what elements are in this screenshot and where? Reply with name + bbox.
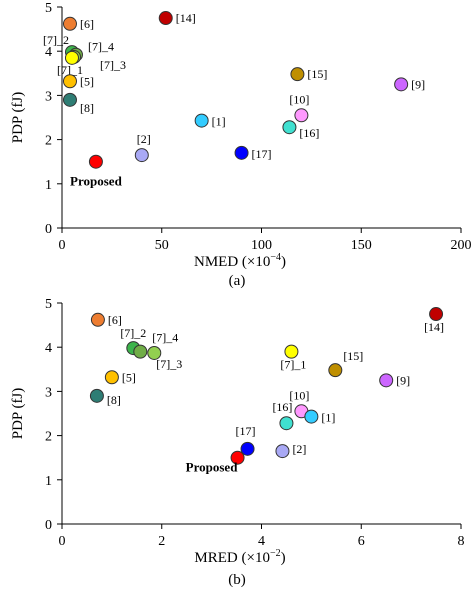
data-point-label: [15] (343, 349, 363, 363)
data-point-label: Proposed (186, 460, 239, 475)
data-point (62, 92, 77, 107)
data-point (230, 450, 245, 465)
x-tick-label: 6 (358, 534, 365, 549)
data-point-label: [6] (80, 17, 94, 31)
data-point (134, 148, 149, 163)
data-point (234, 145, 249, 160)
y-tick-label: 5 (45, 297, 52, 312)
data-point (328, 363, 343, 378)
data-point-label: [7]_3 (100, 58, 126, 72)
data-point-label: [17] (236, 424, 256, 438)
data-point-label: [2] (137, 132, 151, 146)
y-tick-label: 3 (45, 385, 52, 400)
data-point-label: [17] (252, 147, 272, 161)
y-tick-label: 4 (45, 45, 52, 60)
x-tick-label: 100 (251, 238, 272, 253)
data-point (104, 370, 119, 385)
data-point-label: [16] (272, 400, 292, 414)
data-point-label: [7]_1 (57, 63, 83, 77)
panel-caption: (b) (228, 572, 246, 588)
data-point (282, 120, 297, 135)
x-tick-label: 4 (258, 534, 265, 549)
x-tick-label: 150 (351, 238, 372, 253)
y-tick-label: 2 (45, 134, 52, 149)
data-point-label: [15] (307, 67, 327, 81)
data-point-label: [10] (289, 92, 309, 106)
data-point (89, 388, 104, 403)
data-point (62, 74, 77, 89)
y-tick-label: 1 (45, 178, 52, 193)
y-tick-label: 2 (45, 430, 52, 445)
x-tick-label: 50 (155, 238, 169, 253)
x-axis-title: NMED (×10−4) (194, 252, 286, 270)
data-point-label: [7]_3 (156, 357, 182, 371)
data-point (133, 344, 148, 359)
y-tick-label: 0 (45, 222, 52, 237)
data-point (62, 16, 77, 31)
x-tick-label: 0 (59, 534, 66, 549)
data-point-label: [6] (108, 313, 122, 327)
data-point-label: [1] (321, 411, 335, 425)
x-tick-label: 8 (458, 534, 465, 549)
data-point-label: [7]_2 (43, 33, 69, 47)
data-point (394, 77, 409, 92)
x-tick-label: 200 (451, 238, 472, 253)
chart-panel: 0 50 100 150 200 0 1 2 3 4 5 PDP (fJ) NMED (×10−4) [6… (10, 1, 472, 289)
y-tick-label: 4 (45, 341, 52, 356)
x-axis-title: MRED (×10−2) (194, 548, 285, 566)
data-point (279, 416, 294, 431)
data-point-label: [16] (299, 126, 319, 140)
data-point-label: [7]_4 (88, 40, 114, 54)
data-point (304, 409, 319, 424)
y-tick-label: 1 (45, 474, 52, 489)
data-point-label: [7]_2 (120, 326, 146, 340)
chart-panel: 0 2 4 6 8 0 1 2 3 4 5 PDP (fJ) MRED (×10−2) [6] [14] [7… (10, 297, 465, 588)
x-tick-label: 0 (59, 238, 66, 253)
y-axis-title: PDP (fJ) (10, 92, 26, 144)
data-point-label: [10] (289, 388, 309, 402)
x-tick-label: 2 (158, 534, 165, 549)
data-point (147, 345, 162, 360)
data-point-label: [1] (212, 115, 226, 129)
y-axis-title: PDP (fJ) (10, 388, 26, 440)
data-point-label: [5] (122, 370, 136, 384)
data-point-label: [5] (80, 74, 94, 88)
data-point (429, 307, 444, 322)
data-point (194, 113, 209, 128)
data-point (275, 444, 290, 459)
panel-caption: (a) (229, 273, 246, 289)
data-point-label: Proposed (70, 174, 123, 189)
data-point (88, 154, 103, 169)
data-point-label: [7]_4 (152, 331, 178, 345)
data-point (90, 312, 105, 327)
data-point (379, 373, 394, 388)
data-point-label: [14] (424, 320, 444, 334)
data-point-label: [8] (107, 393, 121, 407)
data-point (294, 108, 309, 123)
y-tick-label: 5 (45, 1, 52, 16)
data-point (290, 67, 305, 82)
data-point (64, 50, 79, 65)
data-point-label: [2] (292, 442, 306, 456)
data-point (240, 441, 255, 456)
y-tick-label: 3 (45, 89, 52, 104)
data-point (284, 344, 299, 359)
data-point-label: [14] (176, 11, 196, 25)
data-point (158, 11, 173, 26)
data-point-label: [8] (80, 101, 94, 115)
data-point-label: [9] (396, 373, 410, 387)
data-point-label: [7]_1 (280, 358, 306, 372)
y-tick-label: 0 (45, 518, 52, 533)
data-point-label: [9] (411, 77, 425, 91)
